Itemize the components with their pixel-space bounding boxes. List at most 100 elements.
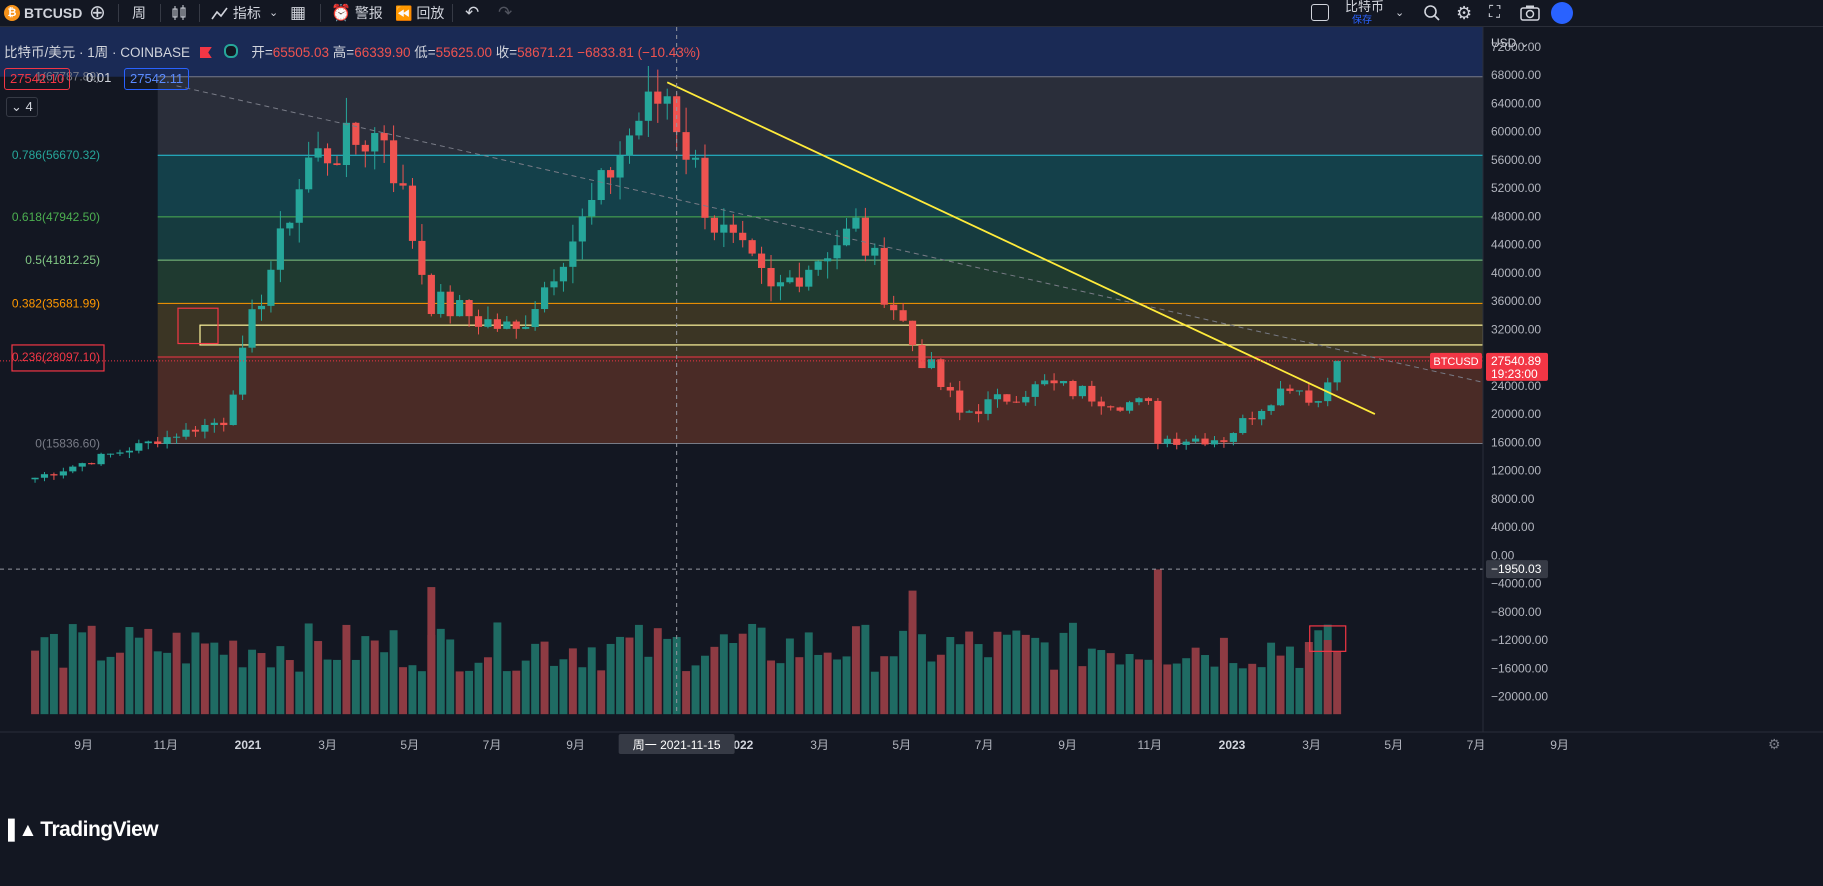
candle bbox=[210, 422, 218, 425]
volume-bar bbox=[31, 650, 40, 715]
fib-highlight-box bbox=[11, 344, 105, 372]
volume-bar bbox=[814, 654, 823, 715]
volume-bar bbox=[719, 634, 728, 715]
volume-bar bbox=[333, 659, 341, 715]
candle bbox=[1078, 385, 1086, 397]
buy-price-button[interactable]: 27542.11 bbox=[124, 68, 190, 90]
interval-button[interactable]: 周 bbox=[132, 5, 146, 21]
user-avatar[interactable] bbox=[1551, 2, 1573, 24]
y-tick-label: 72000.00 bbox=[1491, 40, 1541, 54]
chevron-down-icon[interactable]: ⌄ bbox=[269, 7, 279, 19]
volume-bar bbox=[87, 625, 96, 715]
volume-bar bbox=[729, 643, 738, 715]
search-icon[interactable] bbox=[1423, 0, 1441, 26]
redo-icon[interactable]: ↷ bbox=[498, 3, 513, 22]
volume-bar bbox=[1286, 646, 1294, 715]
chart-canvas[interactable]: 1(67787.89) 0.786(56670.32) 0.618(47942.50… bbox=[0, 27, 1823, 886]
candle bbox=[512, 321, 520, 329]
volume-bar bbox=[219, 654, 228, 715]
candle bbox=[531, 309, 539, 328]
candle bbox=[1314, 401, 1322, 403]
candle bbox=[946, 386, 954, 391]
volume-bar bbox=[682, 671, 691, 715]
alert-button[interactable]: ⏰ 警报 bbox=[331, 0, 383, 26]
candle bbox=[474, 316, 483, 327]
candle bbox=[569, 241, 577, 267]
volume-bar bbox=[342, 624, 351, 715]
candle-type-icon[interactable] bbox=[171, 0, 187, 26]
candle bbox=[795, 277, 803, 287]
candle bbox=[540, 287, 549, 310]
flag-icon[interactable] bbox=[199, 47, 212, 58]
volume-bar bbox=[1323, 640, 1332, 715]
candle bbox=[1220, 440, 1228, 442]
camera-icon[interactable] bbox=[1520, 0, 1540, 26]
volume-bar bbox=[710, 646, 719, 715]
fib-label: 0.236(28097.10) bbox=[12, 350, 100, 364]
candle bbox=[1135, 398, 1143, 403]
volume-bar bbox=[399, 667, 407, 715]
volume-bar bbox=[1172, 663, 1181, 715]
volume-bar bbox=[106, 656, 115, 715]
x-tick-label: 11月 bbox=[154, 738, 178, 752]
volume-bar bbox=[389, 630, 398, 715]
candle bbox=[144, 441, 152, 444]
volume-bar bbox=[757, 627, 766, 715]
indicators-button[interactable]: 指标 bbox=[211, 0, 261, 26]
volume-bar bbox=[304, 623, 313, 715]
open-value: 65505.03 bbox=[272, 45, 330, 60]
candle bbox=[163, 437, 171, 444]
expand-icon[interactable]: ⛶ bbox=[1489, 4, 1501, 21]
candle bbox=[125, 450, 133, 453]
symbol-tag bbox=[1430, 352, 1482, 369]
compare-plus-icon[interactable]: ⊕ bbox=[89, 2, 106, 24]
fib-zone bbox=[157, 155, 1484, 217]
low-value: 55625.00 bbox=[435, 45, 492, 60]
candle bbox=[229, 394, 237, 426]
candle bbox=[116, 452, 124, 454]
volume-bar bbox=[134, 637, 143, 715]
volume-bar bbox=[1002, 634, 1011, 715]
fullscreen-rect-icon[interactable] bbox=[1311, 4, 1329, 21]
legend-title[interactable]: 比特币/美元 · 1周 · COINBASE bbox=[4, 45, 191, 60]
fib-zone bbox=[157, 356, 1484, 444]
y-tick-label: 32000.00 bbox=[1491, 322, 1541, 336]
crosshair-value-label: −1950.03 bbox=[1491, 562, 1542, 576]
candle bbox=[1286, 388, 1294, 391]
collapse-indicators-button[interactable]: ⌄ 4 bbox=[6, 97, 38, 117]
fib-top-zone bbox=[0, 27, 1483, 77]
sell-price-button[interactable]: 27542.10 bbox=[4, 68, 71, 90]
x-tick-label: 9月 bbox=[566, 738, 585, 752]
symbol-tag-label: BTCUSD bbox=[1433, 356, 1478, 368]
candle bbox=[682, 132, 690, 160]
replay-button[interactable]: ⏪ 回放 bbox=[395, 0, 444, 26]
layout-name[interactable]: 比特币 bbox=[1345, 0, 1385, 14]
volume-bar bbox=[946, 637, 955, 715]
candle bbox=[918, 345, 926, 369]
x-tick-label: 3月 bbox=[810, 738, 829, 752]
save-label[interactable]: 保存 bbox=[1352, 15, 1372, 26]
symbol-search-button[interactable]: BTCUSD bbox=[24, 5, 83, 21]
candle bbox=[880, 247, 888, 305]
volume-bar bbox=[370, 640, 379, 715]
candle bbox=[673, 96, 681, 133]
candle bbox=[814, 261, 822, 270]
candle bbox=[975, 411, 983, 414]
x-tick-label: 3月 bbox=[318, 738, 337, 752]
x-tick-label: 11月 bbox=[1138, 738, 1162, 752]
undo-icon[interactable]: ↶ bbox=[465, 3, 480, 22]
volume-bar bbox=[116, 652, 124, 715]
candle bbox=[625, 135, 634, 156]
candle bbox=[588, 200, 596, 217]
volume-bar bbox=[502, 671, 511, 715]
candle bbox=[729, 224, 737, 233]
volume-bar bbox=[578, 667, 587, 715]
layout-menu-chevron-icon[interactable]: ⌄ bbox=[1395, 7, 1405, 19]
volume-bar bbox=[266, 667, 275, 715]
candle bbox=[1125, 402, 1134, 411]
gear-icon[interactable]: ⚙ bbox=[1456, 3, 1473, 23]
layout-grid-icon[interactable]: ▦ bbox=[290, 3, 307, 22]
fib-zone bbox=[157, 76, 1484, 156]
volume-bar bbox=[1135, 659, 1143, 715]
candle bbox=[220, 422, 228, 426]
